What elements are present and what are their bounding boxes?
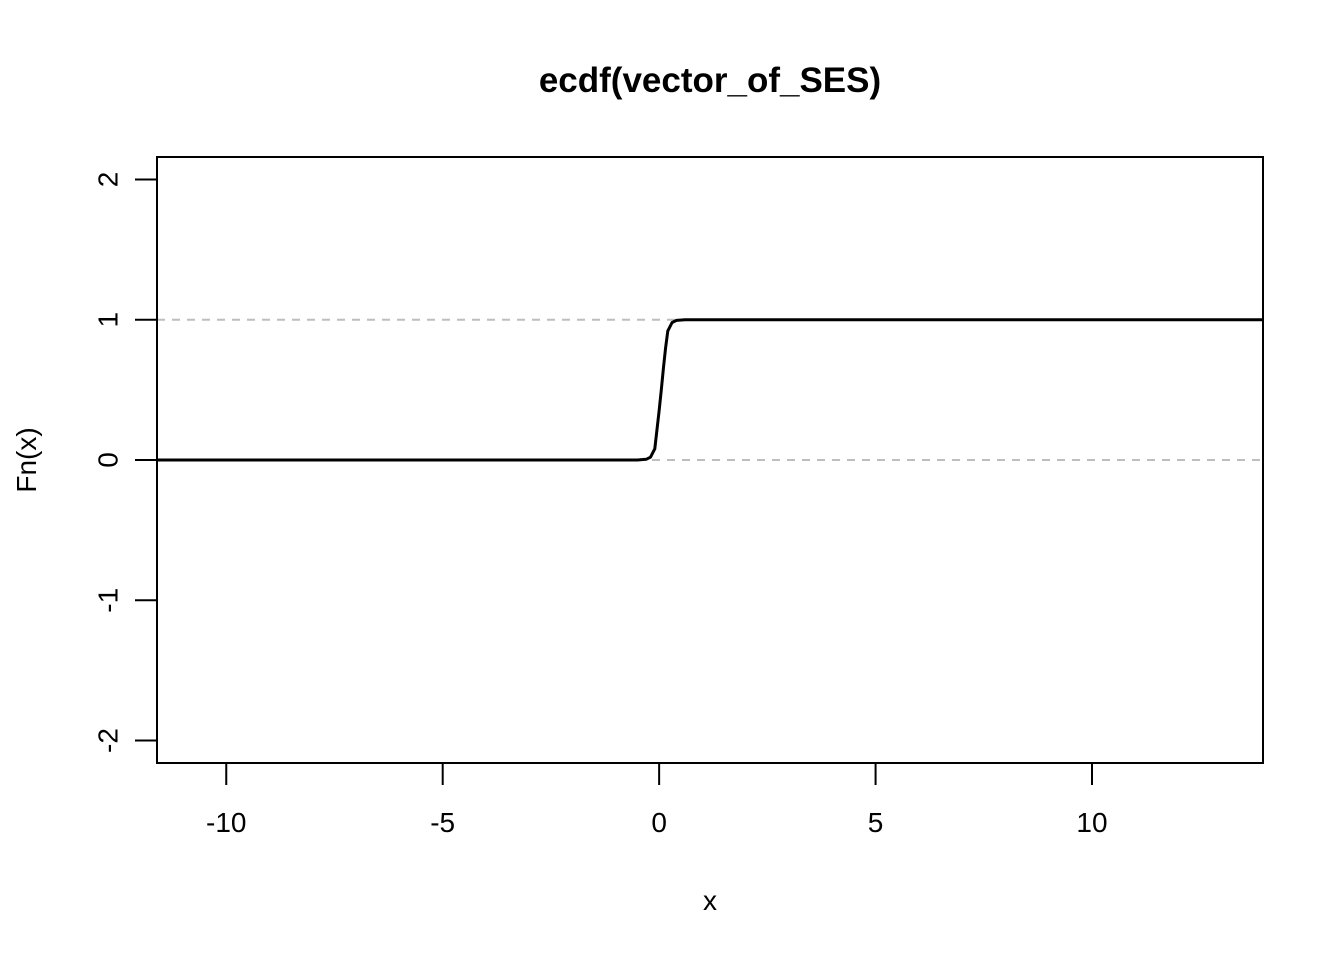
y-tick-label: -1 xyxy=(92,588,123,613)
chart-title: ecdf(vector_of_SES) xyxy=(539,61,881,100)
y-axis-label: Fn(x) xyxy=(11,427,42,492)
reference-lines xyxy=(157,318,1263,461)
x-tick-label: -5 xyxy=(430,807,455,838)
y-tick-label: -2 xyxy=(92,728,123,753)
x-axis: -10 -5 0 5 10 xyxy=(206,762,1108,838)
y-tick-label: 0 xyxy=(92,452,123,468)
series-layer xyxy=(157,318,1263,462)
y-axis: -2 -1 0 1 2 xyxy=(92,172,158,753)
x-tick-label: 5 xyxy=(868,807,884,838)
x-tick-label: -10 xyxy=(206,807,246,838)
y-tick-label: 1 xyxy=(92,312,123,328)
x-tick-label: 0 xyxy=(651,807,667,838)
ecdf-series-line-0 xyxy=(157,318,1263,462)
x-axis-label: x xyxy=(703,885,717,916)
y-tick-label: 2 xyxy=(92,172,123,188)
x-tick-label: 10 xyxy=(1076,807,1107,838)
